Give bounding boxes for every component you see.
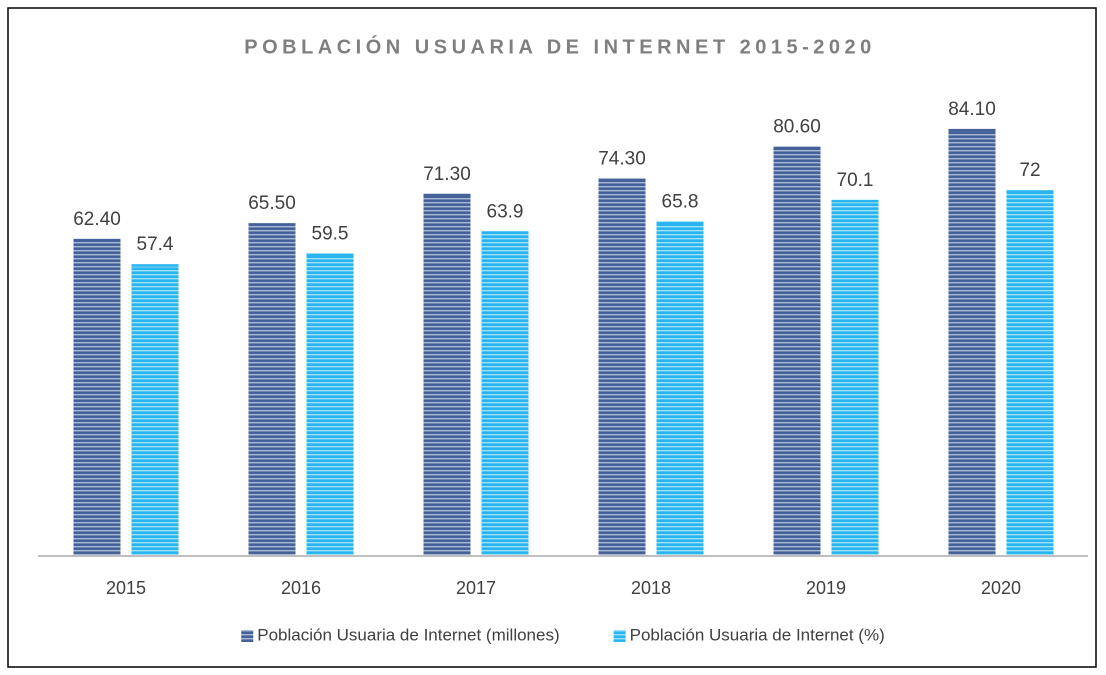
x-tick-label: 2019 xyxy=(806,578,846,598)
legend-label: Población Usuaria de Internet (millones) xyxy=(257,625,559,644)
chart-title: POBLACIÓN USUARIA DE INTERNET 2015-2020 xyxy=(244,34,876,58)
x-tick-label: 2017 xyxy=(456,578,496,598)
bar xyxy=(1006,191,1054,556)
legend-marker xyxy=(241,630,254,642)
data-label: 63.9 xyxy=(487,201,524,222)
bar xyxy=(656,222,704,556)
bar-cap xyxy=(481,231,529,234)
legend-marker xyxy=(613,630,626,642)
bar-cap xyxy=(1006,190,1054,193)
x-tick-label: 2016 xyxy=(281,578,321,598)
data-label: 71.30 xyxy=(423,164,471,185)
bar-cap xyxy=(423,193,471,197)
bar-cap xyxy=(248,223,296,226)
data-label: 65.8 xyxy=(662,192,699,213)
legend: Población Usuaria de Internet (millones)… xyxy=(241,625,885,644)
chart-frame xyxy=(7,7,1097,668)
bar xyxy=(248,224,296,556)
data-label: 84.10 xyxy=(948,99,996,120)
data-label: 59.5 xyxy=(312,224,349,245)
bar xyxy=(131,265,179,556)
bar-cap xyxy=(773,146,821,150)
bar-cap xyxy=(131,264,179,267)
bar xyxy=(73,239,121,556)
data-label: 70.1 xyxy=(837,170,874,191)
bar xyxy=(306,254,354,557)
bar-cap xyxy=(73,238,121,242)
legend-label: Población Usuaria de Internet (%) xyxy=(630,625,885,644)
bar-cap xyxy=(598,178,646,182)
bar xyxy=(481,232,529,557)
data-label: 65.50 xyxy=(248,193,296,214)
data-label: 80.60 xyxy=(773,117,821,138)
data-label: 62.40 xyxy=(73,209,121,230)
bar-cap xyxy=(306,253,354,257)
x-tick-label: 2018 xyxy=(631,578,671,598)
bar-cap xyxy=(656,221,704,225)
bar xyxy=(773,147,821,557)
data-label: 72 xyxy=(1019,160,1040,181)
data-label: 57.4 xyxy=(137,234,174,255)
bar-cap xyxy=(831,199,879,203)
x-tick-label: 2015 xyxy=(106,578,146,598)
bar xyxy=(423,194,471,556)
x-tick-label: 2020 xyxy=(981,578,1021,598)
data-label: 74.30 xyxy=(598,149,646,170)
bar xyxy=(948,129,996,557)
bar-cap xyxy=(948,128,996,132)
bar xyxy=(598,179,646,556)
bar xyxy=(831,200,879,556)
